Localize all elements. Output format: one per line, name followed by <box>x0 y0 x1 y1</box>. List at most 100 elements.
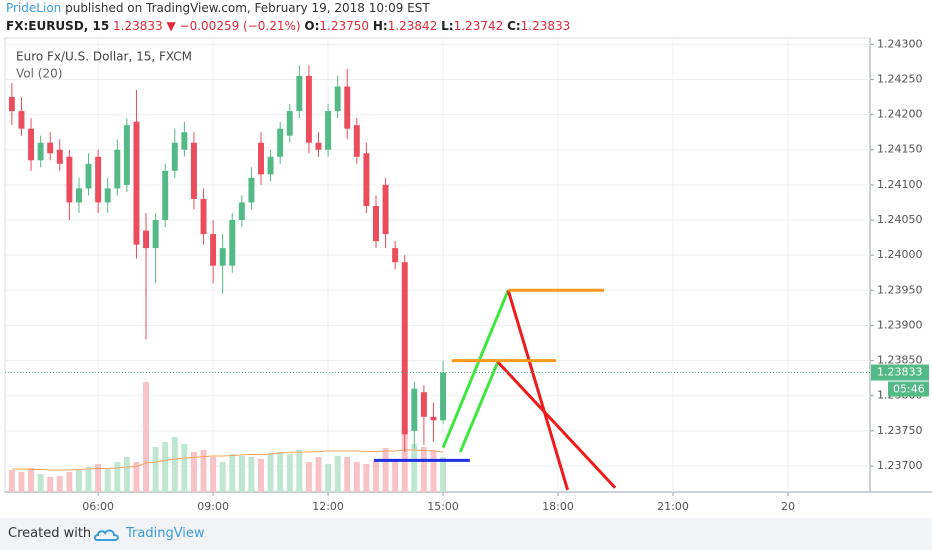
volume-bar <box>277 452 284 492</box>
y-tick-label: 1.23900 <box>877 318 923 331</box>
volume-bar <box>143 382 150 492</box>
y-tick-label: 1.24300 <box>877 37 923 50</box>
volume-bar <box>162 442 169 492</box>
volume-bar <box>47 477 54 492</box>
y-tick-label: 1.23750 <box>877 424 923 437</box>
last-price-label: 1.23833 <box>877 366 923 379</box>
candle-body <box>392 248 399 263</box>
last-price-box <box>871 364 929 381</box>
y-tick-label: 1.24000 <box>877 248 923 261</box>
candles <box>8 65 447 452</box>
volume-ma <box>11 449 444 471</box>
volume-bar <box>56 476 63 492</box>
volume-bar <box>248 457 255 492</box>
candle-body <box>238 202 245 221</box>
candle-body <box>200 198 207 235</box>
trend-line <box>506 289 570 491</box>
candle-body <box>95 156 102 203</box>
volume-bar <box>123 457 130 492</box>
candle-body <box>229 220 236 266</box>
candle-body <box>325 111 332 150</box>
ohlc-value: 1.23833 <box>520 19 571 33</box>
price: 1.23833 <box>113 19 163 33</box>
volume-bar <box>315 457 322 492</box>
chart-title: Euro Fx/U.S. Dollar, 15, FXCM <box>16 50 192 64</box>
chart: 1.237001.237501.238001.238501.239001.239… <box>4 37 932 513</box>
candle-body <box>133 121 140 245</box>
y-tick-label: 1.24200 <box>877 108 923 121</box>
y-tick-label: 1.24050 <box>877 213 923 226</box>
volume-bar <box>382 448 389 492</box>
volume-bar <box>37 474 44 492</box>
y-tick-label: 1.24250 <box>877 72 923 85</box>
x-tick-label: 21:00 <box>657 500 689 513</box>
axes: 1.237001.237501.238001.238501.239001.239… <box>5 37 929 513</box>
trend-line <box>458 361 500 453</box>
candle-body <box>267 156 274 175</box>
volume-bar <box>171 437 178 492</box>
candle-body <box>411 388 418 431</box>
countdown-box <box>888 381 929 397</box>
volume-bar <box>334 456 341 492</box>
volume-bar <box>18 472 25 492</box>
candle-body <box>28 128 35 161</box>
candle-body <box>296 75 303 112</box>
volume-bar <box>373 460 379 492</box>
y-tick-label: 1.23700 <box>877 459 923 472</box>
candle-body <box>258 142 264 175</box>
volume-bar <box>229 454 236 492</box>
ohlc-label: H: <box>372 19 388 33</box>
candle-body <box>152 220 159 249</box>
volume-bar <box>152 447 159 492</box>
candle-body <box>363 153 370 206</box>
brand[interactable]: TradingView <box>126 526 205 541</box>
volume-bar <box>190 452 197 492</box>
candle-body <box>56 149 63 164</box>
author[interactable]: PrideLion <box>6 1 62 15</box>
candle-body <box>286 111 293 136</box>
change: ▼ −0.00259 (−0.21%) <box>166 19 301 33</box>
candle-body <box>315 142 322 150</box>
created-with: Created with <box>8 526 92 541</box>
candle-body <box>430 416 437 421</box>
x-tick-label: 06:00 <box>82 500 114 513</box>
candle-body <box>420 392 427 417</box>
volume-label: Vol (20) <box>16 67 62 81</box>
candle-body <box>305 75 312 143</box>
candle-body <box>114 149 121 189</box>
volume-bar <box>258 459 264 492</box>
candle-body <box>66 156 73 203</box>
volume-bar <box>75 470 82 492</box>
candle-body <box>47 142 54 154</box>
volume-bar <box>85 467 92 492</box>
drawings <box>374 288 617 491</box>
ohlc-value: 1.23750 <box>319 19 370 33</box>
candle-body <box>210 234 217 266</box>
candle-body <box>162 170 169 221</box>
ohlc-value: 1.23842 <box>387 19 438 33</box>
volume-bar <box>420 447 427 492</box>
x-tick-label: 15:00 <box>427 500 459 513</box>
quote-line: FX:EURUSD, 15 1.23833 ▼ −0.00259 (−0.21%… <box>6 19 570 33</box>
volume-bar <box>305 462 312 492</box>
candle-body <box>85 163 92 189</box>
volume-bar <box>28 468 35 492</box>
candle-body <box>181 132 188 150</box>
ohlc-value: 1.23742 <box>453 19 504 33</box>
candle-body <box>123 125 130 185</box>
candle-body <box>382 184 389 235</box>
volume-bar <box>267 453 274 492</box>
brand-logo <box>94 529 119 541</box>
candle-body <box>18 111 25 129</box>
volume-bar <box>411 444 418 492</box>
candle-body <box>334 86 341 112</box>
symbol: FX:EURUSD, 15 <box>6 19 110 33</box>
volume-bar <box>210 457 217 492</box>
candle-body <box>104 188 111 203</box>
x-tick-label: 20 <box>781 500 795 513</box>
volume-bar <box>238 456 245 492</box>
volume-bar <box>104 468 111 492</box>
volume-bar <box>392 460 399 492</box>
y-tick-label: 1.23950 <box>877 283 923 296</box>
